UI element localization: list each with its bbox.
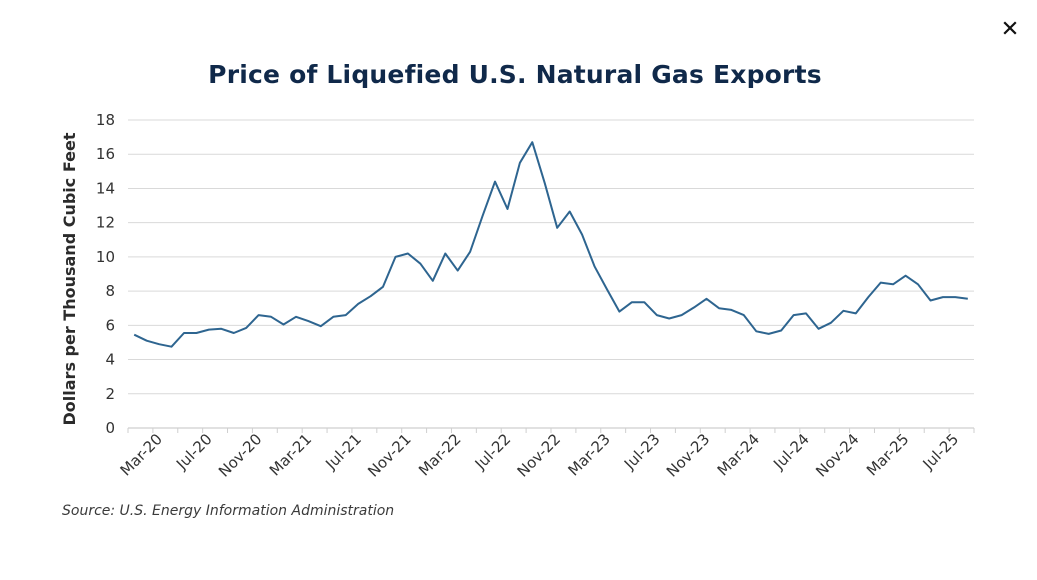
x-tick-label: Mar-22: [415, 430, 464, 479]
y-tick-label: 6: [105, 316, 115, 334]
gridlines: [128, 119, 974, 429]
y-tick-label: 18: [96, 111, 115, 129]
y-tick-label: 16: [96, 145, 115, 163]
x-tick-label: Mar-25: [863, 430, 912, 479]
x-tick-label: Mar-23: [564, 430, 613, 479]
x-tick-label: Jul-24: [769, 430, 813, 474]
x-tick-label: Nov-22: [514, 430, 564, 480]
x-tick-label: Mar-21: [266, 430, 315, 479]
y-tick-label: 12: [96, 214, 115, 232]
x-tick-label: Jul-25: [919, 430, 963, 474]
y-tick-label: 4: [105, 351, 115, 369]
close-icon: [1003, 21, 1017, 35]
x-tick-label: Jul-20: [172, 430, 216, 474]
x-tick-label: Nov-23: [663, 430, 713, 480]
x-tick-label: Jul-23: [620, 430, 664, 474]
series-group: [133, 141, 968, 348]
y-tick-label: 2: [105, 385, 115, 403]
x-tick-label: Jul-21: [321, 430, 365, 474]
x-axis-tick-labels: Mar-20 Jul-20 Nov-20 Mar-21 Jul-21 Nov-21 Mar-…: [117, 430, 963, 480]
x-tick-label: Mar-24: [714, 430, 763, 479]
x-tick-label: Nov-20: [215, 430, 265, 480]
y-tick-label: 14: [96, 179, 115, 197]
y-axis-label: Dollars per Thousand Cubic Feet: [60, 132, 79, 425]
series-line: [133, 141, 968, 348]
x-axis: [127, 427, 975, 433]
source-note: Source: U.S. Energy Information Administ…: [62, 503, 395, 519]
chart-title: Price of Liquefied U.S. Natural Gas Expo…: [208, 60, 822, 89]
y-tick-label: 0: [105, 419, 115, 437]
x-tick-label: Jul-22: [471, 430, 515, 474]
y-axis-ticks: 0 2 4 6 8 10 12 14 16 18: [96, 111, 115, 437]
x-tick-label: Nov-21: [364, 430, 414, 480]
x-tick-label: Mar-20: [117, 430, 166, 479]
x-tick-label: Nov-24: [812, 430, 862, 480]
y-tick-label: 8: [105, 282, 115, 300]
close-button[interactable]: [999, 17, 1021, 39]
y-tick-label: 10: [96, 248, 115, 266]
